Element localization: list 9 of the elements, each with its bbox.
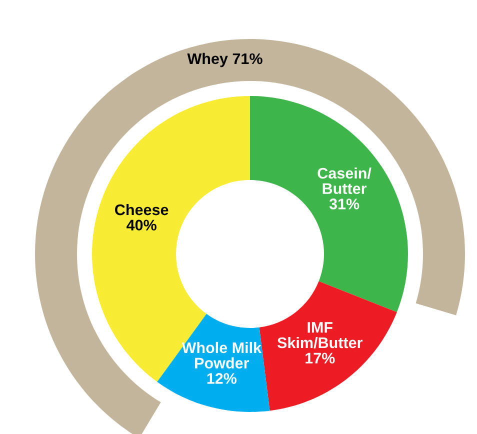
slice-label: Whole Milk Powder: [182, 342, 262, 369]
data-label: 17%: [306, 352, 335, 364]
data-label: 31%: [329, 198, 360, 210]
slice-label: Cheese: [115, 204, 168, 216]
data-label: 40%: [126, 220, 156, 231]
slice-label: Casein/ Butter: [318, 167, 372, 194]
category-label: Whey 71%: [187, 52, 262, 68]
slice-label: IMF Skim/Butter: [277, 322, 363, 348]
data-label: 12%: [207, 373, 237, 384]
